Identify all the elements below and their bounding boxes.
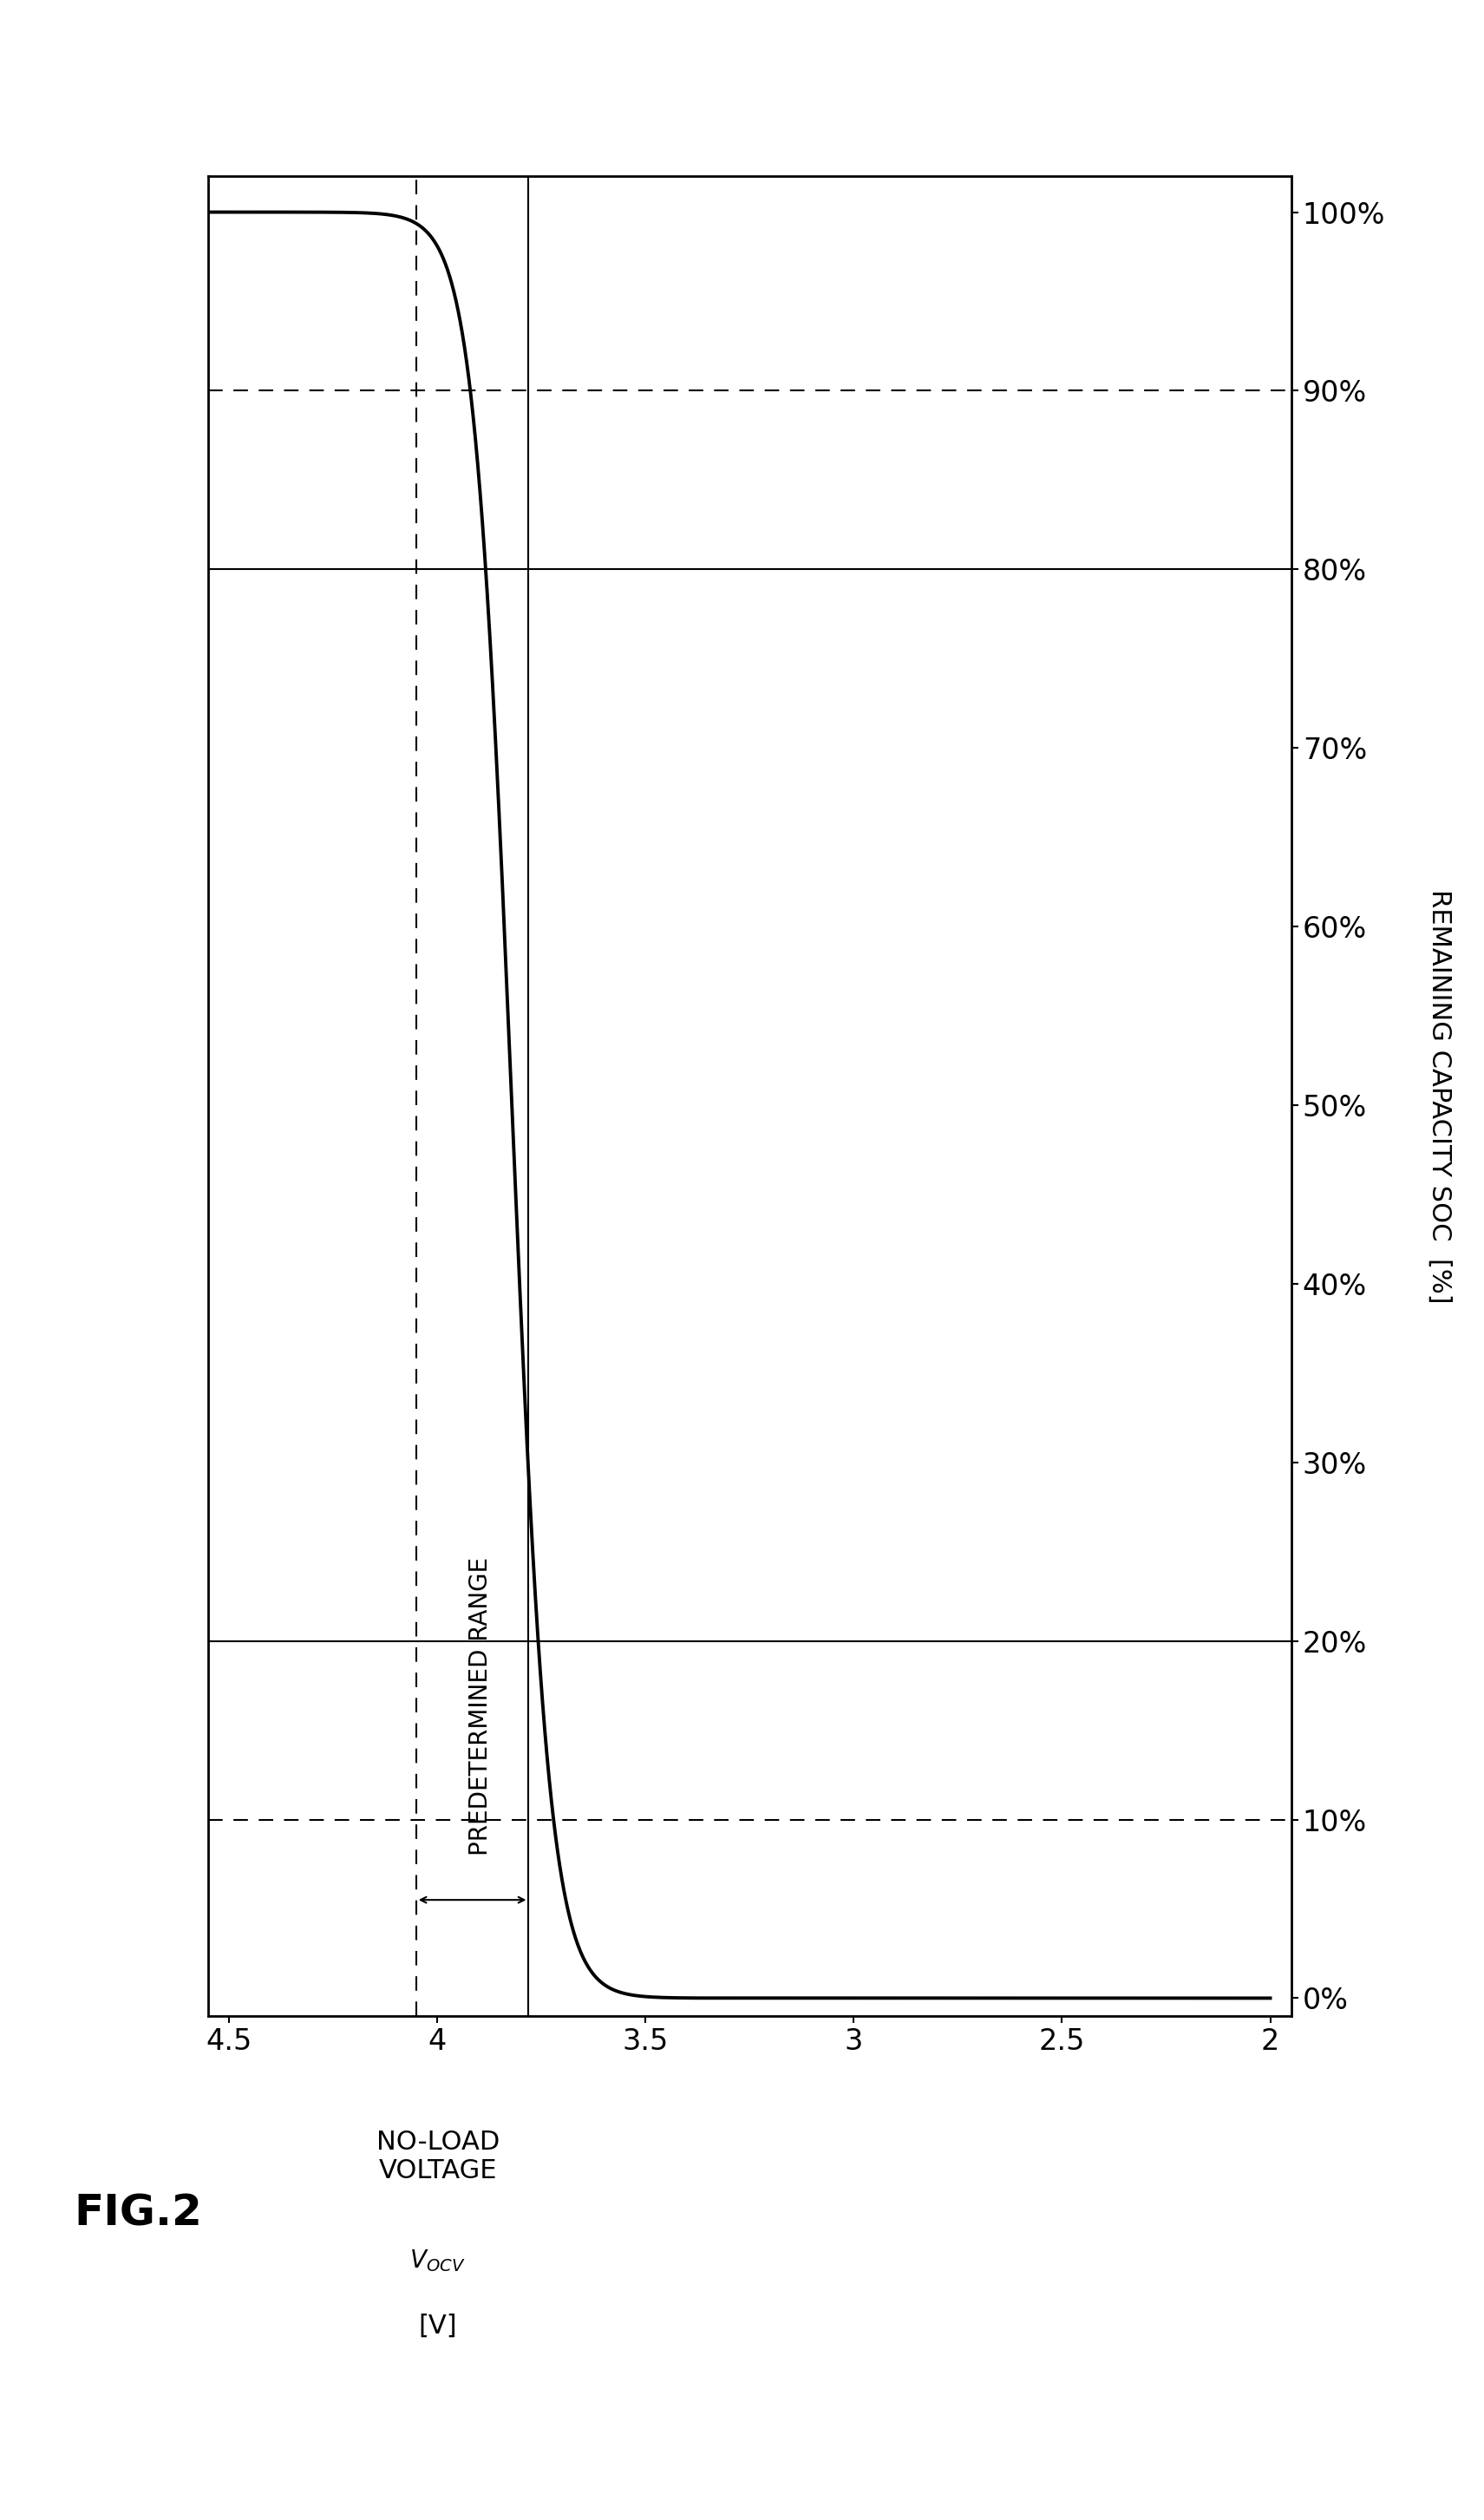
Text: [V]: [V]: [418, 2313, 457, 2339]
Text: REMAINING CAPACITY SOC  [%]: REMAINING CAPACITY SOC [%]: [1428, 890, 1451, 1303]
Text: FIG.2: FIG.2: [74, 2192, 202, 2235]
Text: PREDETERMINED RANGE: PREDETERMINED RANGE: [469, 1557, 493, 1855]
Text: NO-LOAD
VOLTAGE: NO-LOAD VOLTAGE: [375, 2129, 500, 2185]
Text: V$_{OCV}$: V$_{OCV}$: [410, 2248, 466, 2273]
